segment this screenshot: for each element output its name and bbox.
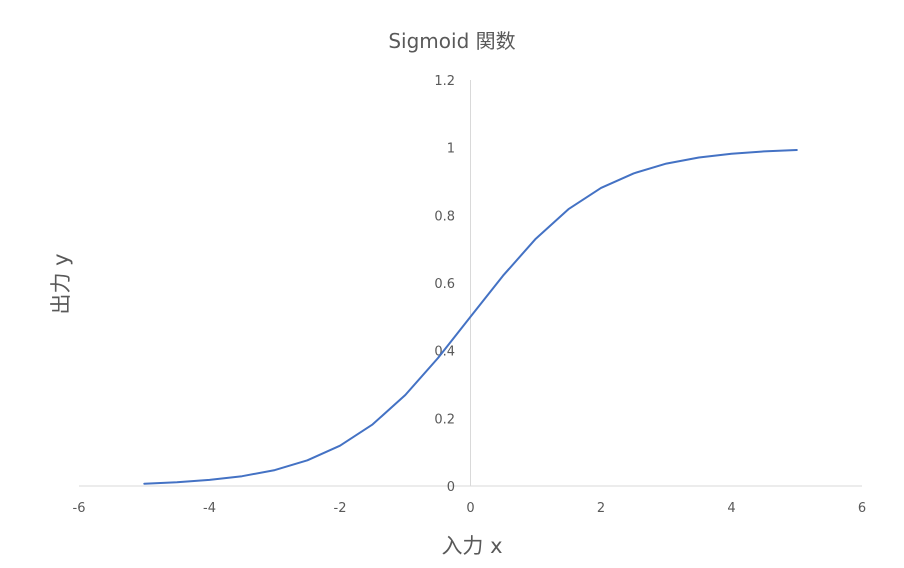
y-tick-label: 0 — [447, 480, 455, 495]
x-tick-label: -4 — [203, 501, 216, 516]
y-tick-label: 0.8 — [434, 209, 455, 224]
chart-title: Sigmoid 関数 — [388, 29, 515, 53]
y-axis-title: 出力 y — [49, 253, 73, 314]
x-tick-label: 6 — [858, 501, 866, 516]
x-tick-label: 0 — [466, 501, 474, 516]
plot-area — [143, 149, 798, 485]
x-tick-label: -2 — [334, 501, 347, 516]
series-line — [143, 149, 798, 485]
y-tick-label: 1 — [447, 142, 455, 157]
y-tick-labels: 00.20.40.60.811.2 — [434, 74, 455, 495]
y-tick-label: 1.2 — [434, 74, 455, 89]
x-tick-label: 2 — [597, 501, 605, 516]
x-tick-label: 4 — [727, 501, 735, 516]
y-tick-label: 0.2 — [434, 412, 455, 427]
y-tick-label: 0.6 — [434, 277, 455, 292]
x-tick-label: -6 — [73, 501, 86, 516]
x-tick-labels: -6 -4 -2 0 2 4 6 — [73, 501, 867, 516]
axes — [79, 80, 862, 487]
x-axis-title: 入力 x — [441, 534, 502, 558]
